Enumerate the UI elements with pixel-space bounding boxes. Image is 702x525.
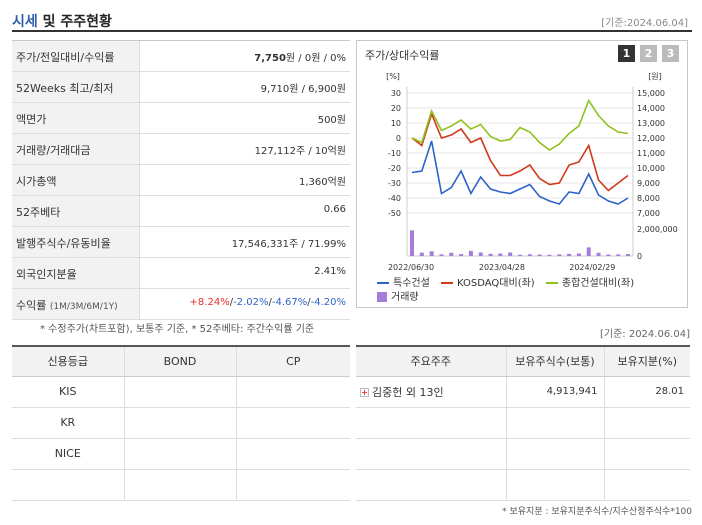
volume-bar	[576, 253, 581, 256]
volume-bar	[498, 253, 503, 256]
volume-bar	[429, 251, 434, 256]
left-tick-label: 30	[391, 89, 401, 98]
quote-row: 액면가 500원	[12, 103, 350, 134]
left-tick-label: -10	[388, 149, 401, 158]
table-row: KR	[12, 407, 350, 439]
right-tick-label: 9,000	[637, 179, 660, 188]
volume-bar	[527, 254, 532, 256]
quote-grid: 주가/전일대비/수익률 7,750원 / 0원 / 0% 52Weeks 최고/…	[12, 40, 350, 320]
left-tick-label: 0	[396, 134, 401, 143]
col-header: 신용등급	[12, 346, 125, 377]
volume-bar	[537, 254, 542, 256]
right-axis-unit: [원]	[648, 72, 662, 81]
x-tick-label: 2024/02/29	[569, 263, 615, 272]
quote-row: 외국인지분율 2.41%	[12, 258, 350, 289]
right-tick-label: 15,000	[637, 89, 665, 98]
volume-bar	[449, 252, 454, 256]
volume-bar	[557, 254, 562, 256]
table-row: + 김중헌 외 13인 4,913,941 28.01	[356, 376, 690, 408]
chart-title: 주가/상대수익률	[365, 49, 440, 62]
left-tick-label: 10	[391, 119, 401, 128]
table-row	[12, 469, 350, 501]
returns-row: 수익률 (1M/3M/6M/1Y) +8.24%/-2.02%/-4.67%/-…	[12, 289, 350, 320]
volume-bar	[626, 254, 630, 256]
volume-tick-label: 0	[637, 252, 642, 261]
volume-bar	[478, 252, 483, 256]
series-line	[411, 98, 629, 151]
volume-bar	[488, 253, 493, 256]
col-header: 보유주식수(보통)	[506, 346, 605, 377]
right-tick-label: 8,000	[637, 194, 660, 203]
quote-row: 거래량/거래대금 127,112주 / 10억원	[12, 134, 350, 165]
left-tick-label: 20	[391, 104, 401, 113]
col-header: 주요주주	[356, 346, 507, 377]
legend-item: 거래량	[377, 291, 419, 305]
left-tick-label: -20	[388, 164, 401, 173]
right-tick-label: 10,000	[637, 164, 665, 173]
right-tick-label: 11,000	[637, 149, 665, 158]
holder-name[interactable]: 김중헌 외 13인	[372, 385, 444, 399]
legend-item: 특수건설	[377, 277, 430, 291]
table-row: KIS	[12, 376, 350, 408]
left-tick-label: -30	[388, 179, 401, 188]
volume-bar	[419, 252, 424, 256]
quote-row: 시가총액 1,360억원	[12, 165, 350, 196]
asof-date: [기준:2024.06.04]	[601, 18, 688, 29]
volume-tick-label: 2,000,000	[637, 225, 678, 234]
right-tick-label: 13,000	[637, 119, 665, 128]
right-tick-label: 7,000	[637, 209, 660, 218]
quote-row: 52Weeks 최고/최저 9,710원 / 6,900원	[12, 72, 350, 103]
volume-bar	[596, 252, 601, 256]
table-row: NICE	[12, 438, 350, 470]
volume-bar	[586, 247, 591, 256]
section-title: 시세 및 주주현황	[12, 14, 112, 30]
footnote-bottom: * 보유지분 : 보유지분주식수/지수산정주식수*100	[502, 507, 692, 517]
volume-bar	[410, 230, 414, 256]
volume-bar	[606, 254, 611, 256]
left-axis-unit: [%]	[386, 72, 400, 81]
volume-bar	[547, 254, 552, 256]
volume-bar	[459, 254, 464, 256]
expand-icon[interactable]: +	[360, 388, 369, 397]
volume-bar	[468, 250, 473, 256]
chart-plot: [%] [원] 30 15,000 20 14,000 10 13,000 0 12,000 -10…	[386, 72, 678, 272]
major-shareholders-table: 주요주주 보유주식수(보통) 보유지분(%) + 김중헌 외 13인 4,913,…	[356, 345, 690, 501]
left-tick-label: -50	[388, 209, 401, 218]
volume-bar	[508, 252, 513, 256]
quote-row: 발행주식수/유동비율 17,546,331주 / 71.99%	[12, 227, 350, 258]
quote-row: 52주베타 0.66	[12, 196, 350, 227]
legend-item: KOSDAQ대비(좌)	[441, 277, 535, 291]
col-header: 보유지분(%)	[604, 346, 690, 377]
quote-row: 주가/전일대비/수익률 7,750원 / 0원 / 0%	[12, 41, 350, 72]
table-row	[356, 469, 690, 501]
credit-rating-table: 신용등급 BOND CP KIS KR NICE	[12, 345, 350, 501]
volume-bar	[439, 254, 444, 256]
right-tick-label: 14,000	[637, 104, 665, 113]
right-tick-label: 12,000	[637, 134, 665, 143]
volume-bar	[567, 253, 572, 256]
col-header: BOND	[124, 346, 237, 377]
volume-bar	[616, 254, 621, 256]
chart-tab-1[interactable]: 1	[618, 45, 635, 62]
x-tick-label: 2022/06/30	[388, 263, 434, 272]
left-tick-label: -40	[388, 194, 401, 203]
chart-tab-3[interactable]: 3	[662, 45, 679, 62]
table-row	[356, 438, 690, 470]
table-row	[356, 407, 690, 439]
chart-tab-2[interactable]: 2	[640, 45, 657, 62]
volume-bar	[518, 254, 522, 256]
footnote-left: * 수정주가(차트포함), 보통주 기준, * 52주베타: 주간수익률 기준	[40, 324, 315, 335]
x-tick-label: 2023/04/28	[479, 263, 525, 272]
footnote-right: [기준: 2024.06.04]	[599, 329, 690, 340]
series-line	[411, 140, 629, 205]
legend-item: 종합건설대비(좌)	[545, 277, 634, 291]
series-line	[411, 111, 629, 192]
chart-legend: 특수건설 KOSDAQ대비(좌) 종합건설대비(좌) 거래량	[377, 277, 687, 305]
col-header: CP	[236, 346, 350, 377]
section-header: 시세 및 주주현황 [기준:2024.06.04]	[12, 8, 692, 32]
